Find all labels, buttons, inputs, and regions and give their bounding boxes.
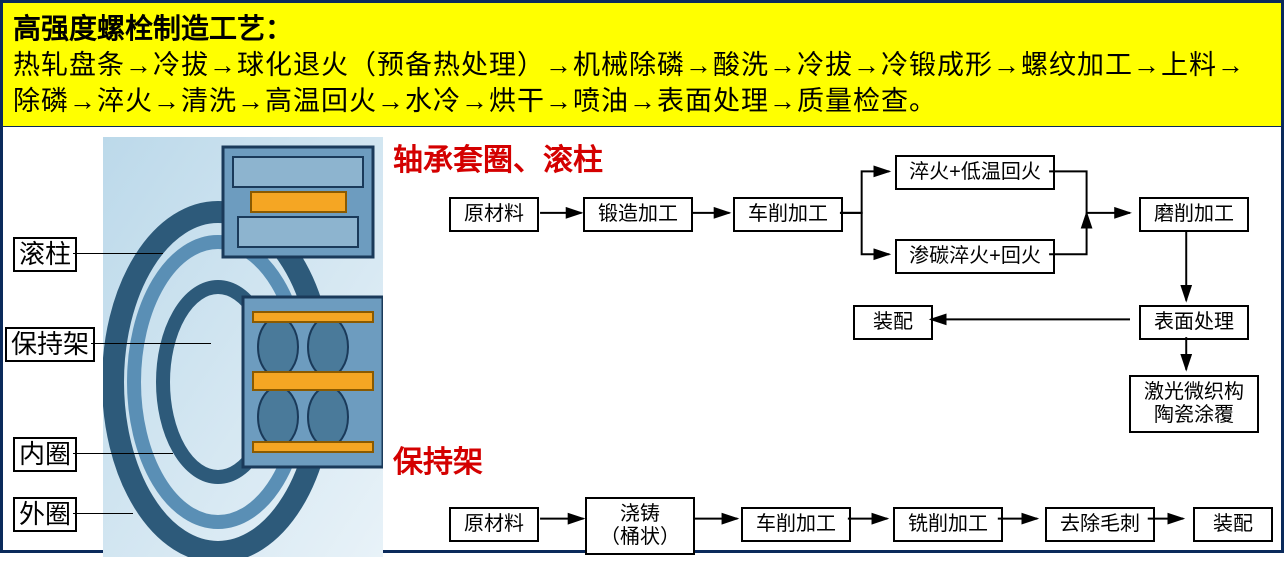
f2-assemble: 装配	[1193, 507, 1273, 542]
f1-assemble: 装配	[853, 305, 933, 340]
banner-title: 高强度螺栓制造工艺：	[13, 7, 1271, 47]
f1-carburize: 渗碳淬火+回火	[895, 239, 1055, 274]
f2-turn: 车削加工	[741, 507, 851, 542]
f2-cast: 浇铸（桶状）	[585, 497, 695, 555]
f1-grind: 磨削加工	[1139, 197, 1249, 232]
label-roller: 滚柱	[13, 237, 77, 272]
leader-line	[73, 513, 133, 515]
label-cage: 保持架	[5, 327, 95, 362]
flowchart-area: 轴承套圈、滚柱 原材料 锻造加工 车削加工 淬火+低温回火 渗碳淬火+回火 磨削…	[393, 127, 1281, 566]
f1-laser: 激光微织构陶瓷涂覆	[1129, 375, 1259, 433]
banner-flow-text: 热轧盘条→冷拔→球化退火（预备热处理）→机械除磷→酸洗→冷拔→冷锻成形→螺纹加工…	[13, 47, 1271, 120]
label-outer-ring: 外圈	[13, 497, 77, 532]
f1-raw: 原材料	[449, 197, 539, 232]
flow-arrows	[393, 127, 1281, 566]
leader-line	[73, 453, 173, 455]
process-banner: 高强度螺栓制造工艺： 热轧盘条→冷拔→球化退火（预备热处理）→机械除磷→酸洗→冷…	[3, 3, 1281, 127]
bearing-illustration	[103, 137, 383, 557]
f2-mill: 铣削加工	[893, 507, 1003, 542]
bearing-diagram-area: 滚柱 保持架 内圈 外圈	[3, 127, 393, 566]
section-title-ring-roller: 轴承套圈、滚柱	[393, 135, 603, 179]
leader-line	[91, 343, 211, 345]
f1-quench: 淬火+低温回火	[895, 155, 1055, 190]
lower-content: 滚柱 保持架 内圈 外圈 轴承套圈、滚柱 原材料 锻造加工 车削加工 淬火+低温…	[3, 127, 1281, 566]
f2-raw: 原材料	[449, 507, 539, 542]
f1-forge: 锻造加工	[583, 197, 693, 232]
f1-turn: 车削加工	[733, 197, 843, 232]
leader-line	[73, 253, 163, 255]
section-title-cage: 保持架	[393, 437, 483, 481]
f2-deburr: 去除毛刺	[1045, 507, 1155, 542]
label-inner-ring: 内圈	[13, 437, 77, 472]
f1-surface: 表面处理	[1139, 305, 1249, 340]
